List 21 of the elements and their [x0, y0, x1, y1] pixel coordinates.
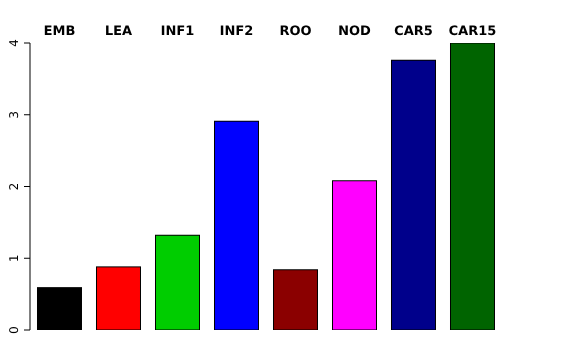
y-tick-label: 1 — [7, 254, 21, 262]
bar — [450, 43, 495, 330]
y-tick-label: 3 — [7, 110, 21, 119]
bar — [154, 234, 200, 330]
bar — [214, 120, 259, 330]
bar — [390, 60, 436, 330]
y-tick-label: 4 — [7, 39, 21, 47]
bar — [36, 287, 82, 330]
y-tick-label: 2 — [7, 182, 21, 190]
bar — [96, 266, 141, 330]
x-tick-label: LEA — [104, 24, 132, 39]
x-tick-label: NOD — [338, 24, 372, 39]
y-tick-label: 0 — [7, 326, 21, 334]
x-tick-label: CAR5 — [394, 24, 433, 39]
x-tick-label: CAR15 — [448, 24, 496, 39]
x-tick-label: ROO — [279, 24, 312, 39]
bar — [272, 269, 318, 330]
x-tick-label: INF2 — [220, 24, 254, 39]
bar — [332, 180, 377, 330]
x-tick-label: INF1 — [160, 24, 194, 39]
x-tick-label: EMB — [44, 24, 76, 39]
